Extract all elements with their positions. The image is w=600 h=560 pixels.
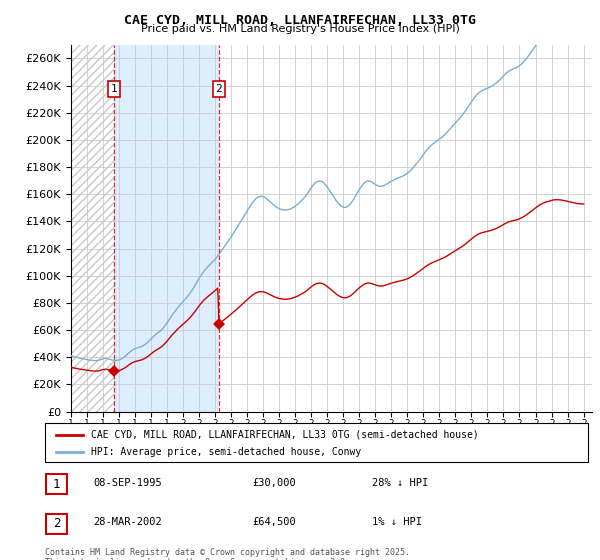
Text: 2: 2 <box>215 84 222 94</box>
Text: 2: 2 <box>53 517 60 530</box>
Text: £64,500: £64,500 <box>252 517 296 528</box>
Text: 08-SEP-1995: 08-SEP-1995 <box>93 478 162 488</box>
FancyBboxPatch shape <box>46 514 67 534</box>
Text: CAE CYD, MILL ROAD, LLANFAIRFECHAN, LL33 0TG (semi-detached house): CAE CYD, MILL ROAD, LLANFAIRFECHAN, LL33… <box>91 430 479 440</box>
Text: 1: 1 <box>53 478 60 491</box>
Bar <box>71 45 114 412</box>
Text: Price paid vs. HM Land Registry's House Price Index (HPI): Price paid vs. HM Land Registry's House … <box>140 24 460 34</box>
FancyBboxPatch shape <box>46 474 67 494</box>
Text: HPI: Average price, semi-detached house, Conwy: HPI: Average price, semi-detached house,… <box>91 447 361 457</box>
Text: 28% ↓ HPI: 28% ↓ HPI <box>372 478 428 488</box>
Text: 1: 1 <box>110 84 117 94</box>
Text: 28-MAR-2002: 28-MAR-2002 <box>93 517 162 528</box>
FancyBboxPatch shape <box>45 423 588 462</box>
Text: 1% ↓ HPI: 1% ↓ HPI <box>372 517 422 528</box>
Text: CAE CYD, MILL ROAD, LLANFAIRFECHAN, LL33 0TG: CAE CYD, MILL ROAD, LLANFAIRFECHAN, LL33… <box>124 14 476 27</box>
Text: £30,000: £30,000 <box>252 478 296 488</box>
Text: Contains HM Land Registry data © Crown copyright and database right 2025.
This d: Contains HM Land Registry data © Crown c… <box>45 548 410 560</box>
Bar <box>114 45 219 412</box>
